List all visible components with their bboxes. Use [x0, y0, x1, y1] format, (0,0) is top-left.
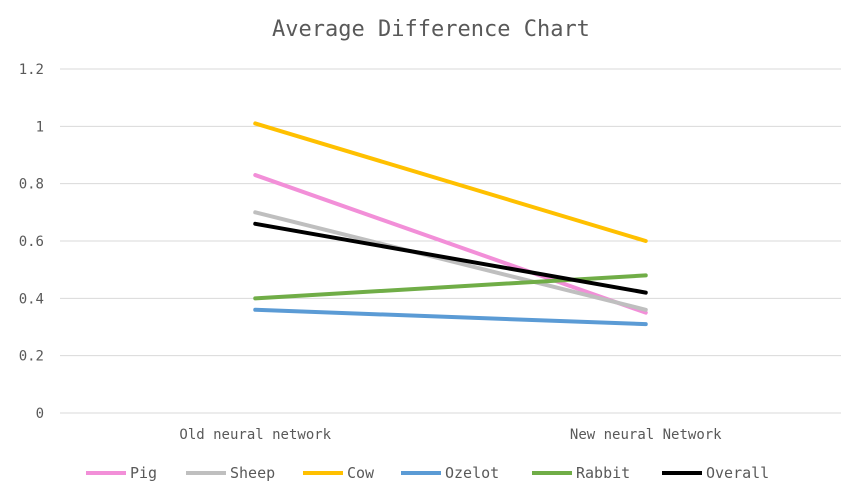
legend-label-overall: Overall — [706, 464, 769, 482]
legend-label-rabbit: Rabbit — [576, 464, 630, 482]
y-tick-label: 1.2 — [19, 62, 44, 78]
y-tick-label: 0.2 — [19, 349, 44, 365]
x-axis-ticks: Old neural network New neural Network — [179, 427, 722, 443]
y-tick-label: 0 — [36, 406, 44, 422]
legend: Pig Sheep Cow Ozelot Rabbit Overall — [86, 464, 769, 482]
y-tick-label: 0.4 — [19, 291, 44, 307]
series-line-overall — [253, 221, 648, 295]
legend-label-sheep: Sheep — [230, 464, 275, 482]
gridlines — [60, 68, 841, 414]
series-line-sheep — [253, 210, 648, 312]
series-line-ozelot — [253, 307, 648, 327]
series-lines — [253, 121, 648, 327]
x-tick-label: New neural Network — [570, 427, 722, 443]
chart-title: Average Difference Chart — [272, 17, 590, 42]
legend-label-ozelot: Ozelot — [445, 464, 499, 482]
x-tick-label: Old neural network — [179, 427, 331, 443]
series-line-pig — [253, 173, 648, 315]
legend-label-cow: Cow — [347, 464, 375, 482]
y-axis-ticks: 0 0.2 0.4 0.6 0.8 1 1.2 — [19, 62, 44, 422]
y-tick-label: 0.8 — [19, 177, 44, 193]
y-tick-label: 1 — [36, 119, 44, 135]
series-line-cow — [253, 121, 648, 243]
legend-label-pig: Pig — [130, 464, 157, 482]
y-tick-label: 0.6 — [19, 234, 44, 250]
